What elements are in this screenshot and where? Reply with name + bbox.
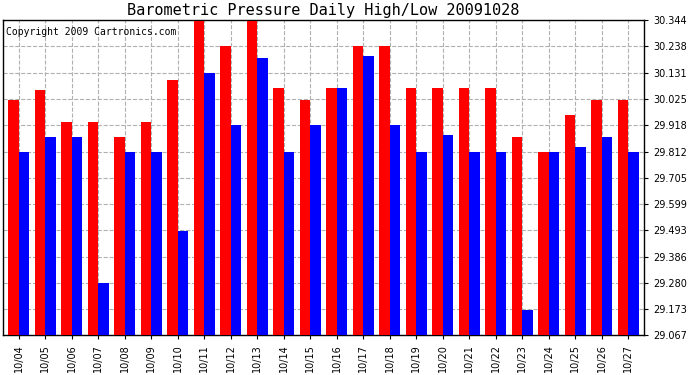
Bar: [257, 58, 268, 335]
Bar: [273, 88, 284, 335]
Bar: [178, 231, 188, 335]
Bar: [353, 46, 363, 335]
Bar: [337, 88, 347, 335]
Bar: [379, 46, 390, 335]
Bar: [363, 56, 374, 335]
Bar: [602, 137, 613, 335]
Bar: [549, 152, 560, 335]
Bar: [575, 147, 586, 335]
Bar: [512, 137, 522, 335]
Bar: [485, 88, 496, 335]
Bar: [45, 137, 56, 335]
Bar: [151, 152, 162, 335]
Bar: [432, 88, 443, 335]
Bar: [310, 125, 321, 335]
Bar: [72, 137, 82, 335]
Bar: [194, 21, 204, 335]
Bar: [246, 21, 257, 335]
Bar: [88, 122, 98, 335]
Title: Barometric Pressure Daily High/Low 20091028: Barometric Pressure Daily High/Low 20091…: [127, 3, 520, 18]
Bar: [618, 100, 629, 335]
Bar: [390, 125, 400, 335]
Bar: [416, 152, 427, 335]
Bar: [538, 152, 549, 335]
Bar: [98, 283, 109, 335]
Bar: [284, 152, 295, 335]
Bar: [125, 152, 135, 335]
Bar: [34, 90, 45, 335]
Bar: [469, 152, 480, 335]
Bar: [459, 88, 469, 335]
Bar: [326, 88, 337, 335]
Bar: [629, 152, 639, 335]
Bar: [406, 88, 416, 335]
Bar: [522, 310, 533, 335]
Bar: [220, 46, 230, 335]
Bar: [204, 73, 215, 335]
Bar: [564, 115, 575, 335]
Bar: [8, 100, 19, 335]
Bar: [230, 125, 241, 335]
Bar: [299, 100, 310, 335]
Bar: [167, 81, 178, 335]
Text: Copyright 2009 Cartronics.com: Copyright 2009 Cartronics.com: [6, 27, 177, 37]
Bar: [591, 100, 602, 335]
Bar: [19, 152, 29, 335]
Bar: [496, 152, 506, 335]
Bar: [141, 122, 151, 335]
Bar: [443, 135, 453, 335]
Bar: [61, 122, 72, 335]
Bar: [114, 137, 125, 335]
